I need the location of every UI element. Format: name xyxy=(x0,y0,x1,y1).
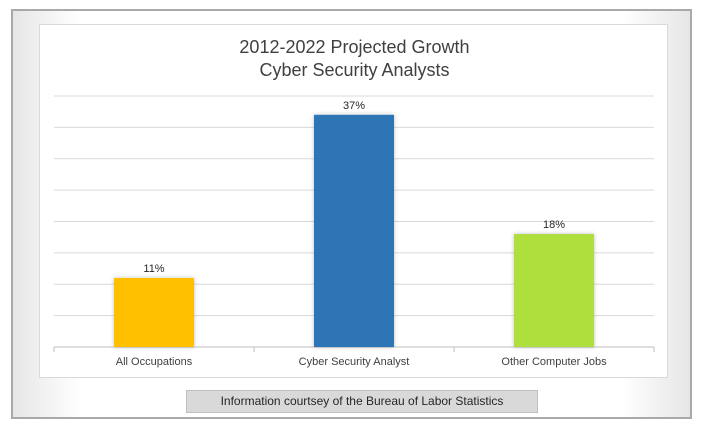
data-label: 18% xyxy=(543,219,565,231)
data-label: 37% xyxy=(343,100,365,112)
bar-all-occupations xyxy=(114,277,194,347)
category-label: All Occupations xyxy=(116,356,193,368)
chart-title-line-1: 2012-2022 Projected Growth xyxy=(239,37,470,57)
chart-area: 2012-2022 Projected Growth Cyber Securit… xyxy=(39,24,668,378)
bar-cyber-security-analyst xyxy=(314,114,394,347)
category-label: Other Computer Jobs xyxy=(501,356,607,368)
data-label: 11% xyxy=(143,263,164,275)
category-label: Cyber Security Analyst xyxy=(299,356,410,368)
bar-plot: 11% All Occupations 37% Cyber Security Anal… xyxy=(53,95,655,368)
bar-other-computer-jobs xyxy=(514,234,594,347)
chart-title-line-2: Cyber Security Analysts xyxy=(259,60,450,80)
source-note: Information courtsey of the Bureau of La… xyxy=(186,390,538,413)
